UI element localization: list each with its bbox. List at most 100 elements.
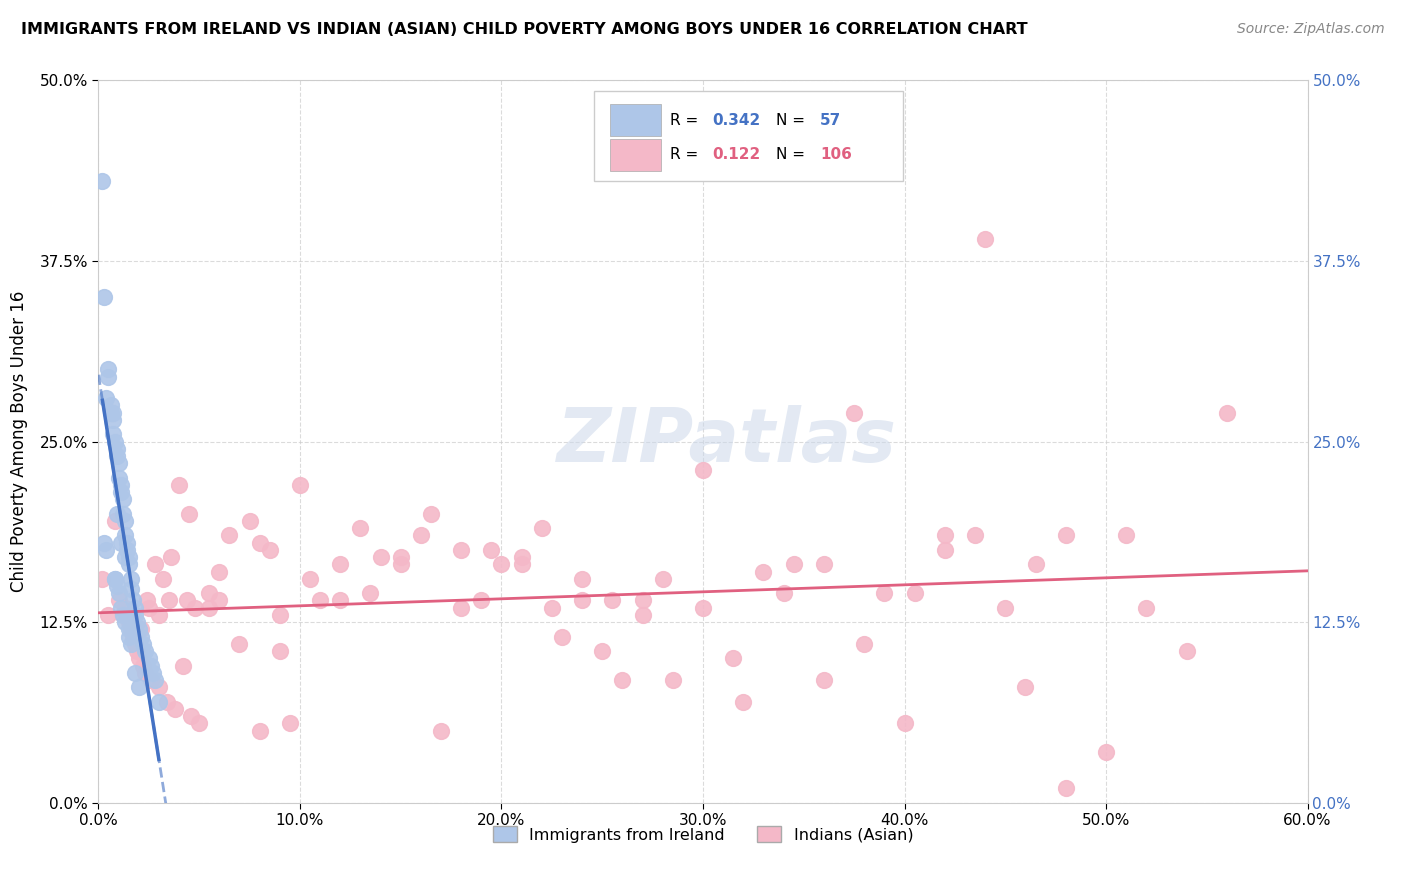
Point (97, 607, 120, 622)
Point (420, 507, 443, 521)
Point (152, 572, 174, 586)
Text: 0.342: 0.342 (713, 112, 761, 128)
FancyBboxPatch shape (610, 139, 661, 170)
Point (118, 550, 141, 565)
Point (1095, 745, 1118, 759)
Point (134, 644, 156, 658)
Point (105, 579, 128, 593)
Text: N =: N = (776, 112, 810, 128)
Point (176, 593, 198, 607)
Point (491, 558, 513, 572)
Point (974, 232, 997, 246)
Point (723, 651, 745, 665)
Point (470, 593, 492, 607)
Point (91, 572, 114, 586)
Point (873, 586, 896, 600)
Point (188, 716, 211, 731)
Legend: Immigrants from Ireland, Indians (Asian): Immigrants from Ireland, Indians (Asian) (486, 820, 920, 849)
Point (450, 542, 472, 557)
Point (132, 658, 155, 673)
Point (269, 607, 291, 622)
Point (299, 572, 322, 586)
Point (93, 535, 115, 549)
Point (101, 406, 124, 420)
Point (135, 593, 157, 607)
Point (103, 572, 125, 586)
Point (409, 528, 432, 542)
Text: R =: R = (671, 147, 703, 162)
Point (329, 593, 352, 607)
Point (100, 406, 122, 420)
Point (128, 680, 150, 694)
Text: 57: 57 (820, 112, 842, 128)
Point (278, 716, 301, 731)
Point (692, 463, 714, 477)
Point (631, 593, 654, 607)
Point (107, 586, 129, 600)
Point (124, 607, 146, 622)
Point (844, 406, 866, 420)
Point (128, 651, 150, 665)
Point (107, 593, 129, 607)
Point (157, 593, 180, 607)
Point (208, 593, 231, 607)
Point (904, 586, 927, 600)
Point (853, 637, 876, 651)
Point (100, 398, 122, 412)
Point (1054, 781, 1077, 796)
Point (121, 630, 143, 644)
Point (96, 391, 118, 405)
Point (129, 623, 152, 637)
Point (96, 542, 118, 557)
Point (129, 630, 152, 644)
Point (124, 600, 146, 615)
Point (180, 709, 202, 723)
Point (1135, 600, 1157, 615)
Point (360, 586, 382, 600)
Point (97, 369, 120, 384)
Point (994, 600, 1017, 615)
Point (198, 600, 221, 615)
Text: N =: N = (776, 147, 810, 162)
Point (143, 673, 166, 687)
Point (1175, 644, 1198, 658)
Text: R =: R = (671, 112, 703, 128)
Point (120, 637, 142, 651)
Point (120, 623, 142, 637)
Point (965, 528, 987, 542)
Point (510, 550, 533, 565)
Point (115, 542, 138, 557)
Point (163, 702, 186, 716)
Point (733, 695, 755, 709)
Point (114, 528, 136, 542)
Point (249, 535, 271, 549)
Point (138, 600, 160, 615)
Point (450, 600, 472, 615)
FancyBboxPatch shape (610, 104, 661, 136)
Point (228, 637, 250, 651)
Point (107, 456, 129, 470)
Point (1054, 528, 1077, 542)
Point (172, 658, 194, 673)
Point (540, 600, 562, 615)
Point (128, 623, 150, 637)
Point (139, 658, 162, 673)
Point (661, 673, 683, 687)
Point (103, 514, 125, 528)
Point (370, 550, 392, 565)
Point (481, 542, 503, 557)
Point (288, 478, 311, 492)
Point (134, 665, 156, 680)
Point (114, 514, 136, 528)
Point (124, 637, 146, 651)
Point (125, 615, 148, 630)
Point (107, 470, 129, 484)
Point (132, 637, 155, 651)
Point (510, 558, 533, 572)
Point (138, 651, 160, 665)
Point (148, 695, 170, 709)
Point (389, 558, 412, 572)
Point (239, 514, 262, 528)
Point (813, 673, 835, 687)
Point (110, 478, 132, 492)
